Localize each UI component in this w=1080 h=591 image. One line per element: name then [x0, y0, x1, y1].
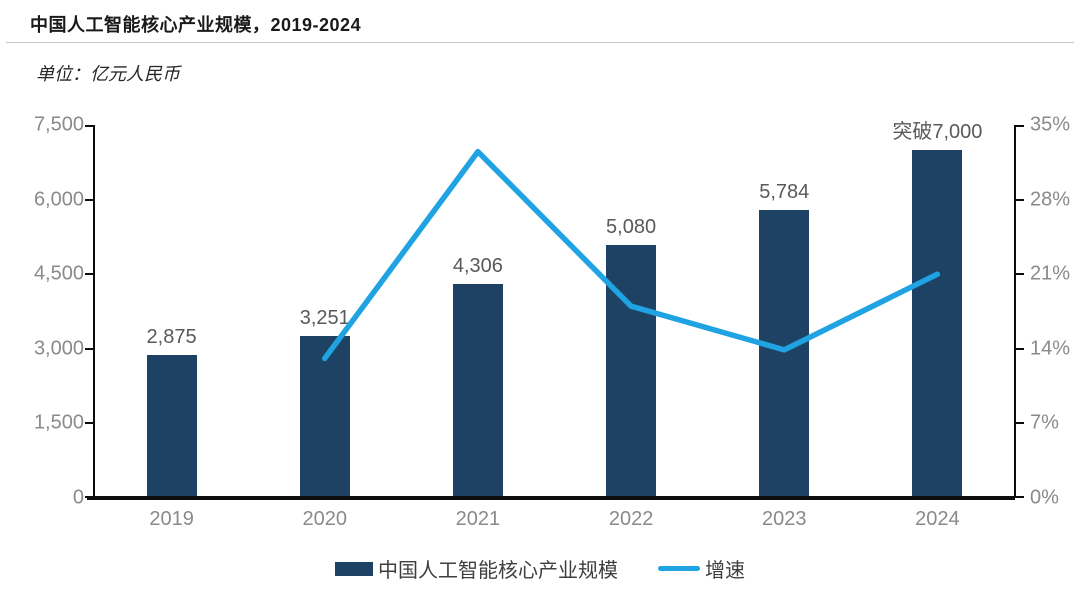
right-axis-tick — [1016, 347, 1024, 350]
right-axis-tick — [1016, 273, 1024, 276]
x-axis-tick-label: 2021 — [455, 508, 501, 530]
x-axis-tick-label: 2019 — [149, 508, 194, 530]
y-axis-tick-label-right: 21% — [1030, 262, 1071, 285]
y-axis-tick-label-left: 7,500 — [33, 113, 84, 136]
bar-2023 — [759, 210, 810, 498]
legend-label-industry-scale: 中国人工智能核心产业规模 — [378, 560, 618, 582]
title-divider — [6, 42, 1074, 43]
left-axis-tick — [85, 273, 93, 276]
bar-2024 — [912, 149, 963, 498]
y-axis-tick-label-right: 7% — [1030, 411, 1059, 434]
x-axis-tick-label: 2024 — [915, 508, 960, 530]
left-axis-tick — [85, 198, 93, 201]
plot-area: 2,875 3,251 4,306 5,080 5,784 突破7,000 — [93, 121, 1016, 498]
x-axis-tick-label: 2022 — [608, 508, 654, 530]
y-axis-tick-label-left: 6,000 — [33, 188, 84, 211]
growth-line — [322, 148, 941, 362]
right-axis-tick — [1016, 422, 1024, 425]
legend-item-industry-scale: 中国人工智能核心产业规模 — [335, 554, 618, 583]
bar-value-label: 5,784 — [759, 181, 810, 204]
right-axis-tick — [1016, 125, 1024, 127]
right-axis-labels: 0% 7% 14% 21% 28% 35% — [1030, 114, 1080, 509]
bar-2020 — [299, 336, 350, 498]
y-axis-tick-label-right: 28% — [1030, 188, 1071, 211]
legend: 中国人工智能核心产业规模 增速 — [0, 554, 1080, 583]
bar-value-label: 4,306 — [452, 254, 503, 277]
x-axis-tick-label: 2020 — [302, 508, 348, 530]
legend-bar-swatch — [335, 561, 373, 576]
legend-item-growth-rate: 增速 — [658, 554, 745, 583]
bar-2021 — [452, 283, 503, 498]
left-axis-tick — [85, 422, 93, 425]
y-axis-tick-label-left: 1,500 — [33, 411, 84, 434]
y-axis-tick-label-right: 14% — [1030, 337, 1071, 360]
y-axis-tick-label-right: 0% — [1030, 486, 1059, 509]
y-axis-tick-label-left: 4,500 — [33, 262, 84, 285]
legend-label-growth-rate: 增速 — [705, 560, 745, 582]
x-axis-labels: 2019 2020 2021 2022 2023 2024 — [95, 508, 1014, 534]
left-axis-tick — [85, 347, 93, 350]
page-title: 中国人工智能核心产业规模，2019-2024 — [30, 15, 362, 35]
x-axis-tick-label: 2023 — [762, 508, 807, 530]
y-axis-tick-label-right: 35% — [1030, 113, 1071, 136]
left-axis-tick — [85, 125, 93, 127]
legend-line-swatch — [658, 566, 700, 571]
bar-value-label: 5,080 — [606, 216, 657, 239]
right-axis-tick — [1016, 496, 1024, 498]
right-axis-tick — [1016, 198, 1024, 201]
bar-2019 — [146, 355, 197, 498]
y-axis-tick-label-left: 0 — [72, 486, 84, 509]
unit-label: 单位：亿元人民币 — [36, 64, 180, 84]
bar-value-label: 突破7,000 — [892, 120, 983, 143]
y-axis-tick-label-left: 3,000 — [33, 337, 84, 360]
bar-value-label: 3,251 — [299, 307, 350, 330]
left-axis-labels: 0 1,500 3,000 4,500 6,000 7,500 — [0, 114, 84, 509]
x-axis-line — [87, 496, 1015, 500]
bar-value-label: 2,875 — [146, 326, 197, 349]
